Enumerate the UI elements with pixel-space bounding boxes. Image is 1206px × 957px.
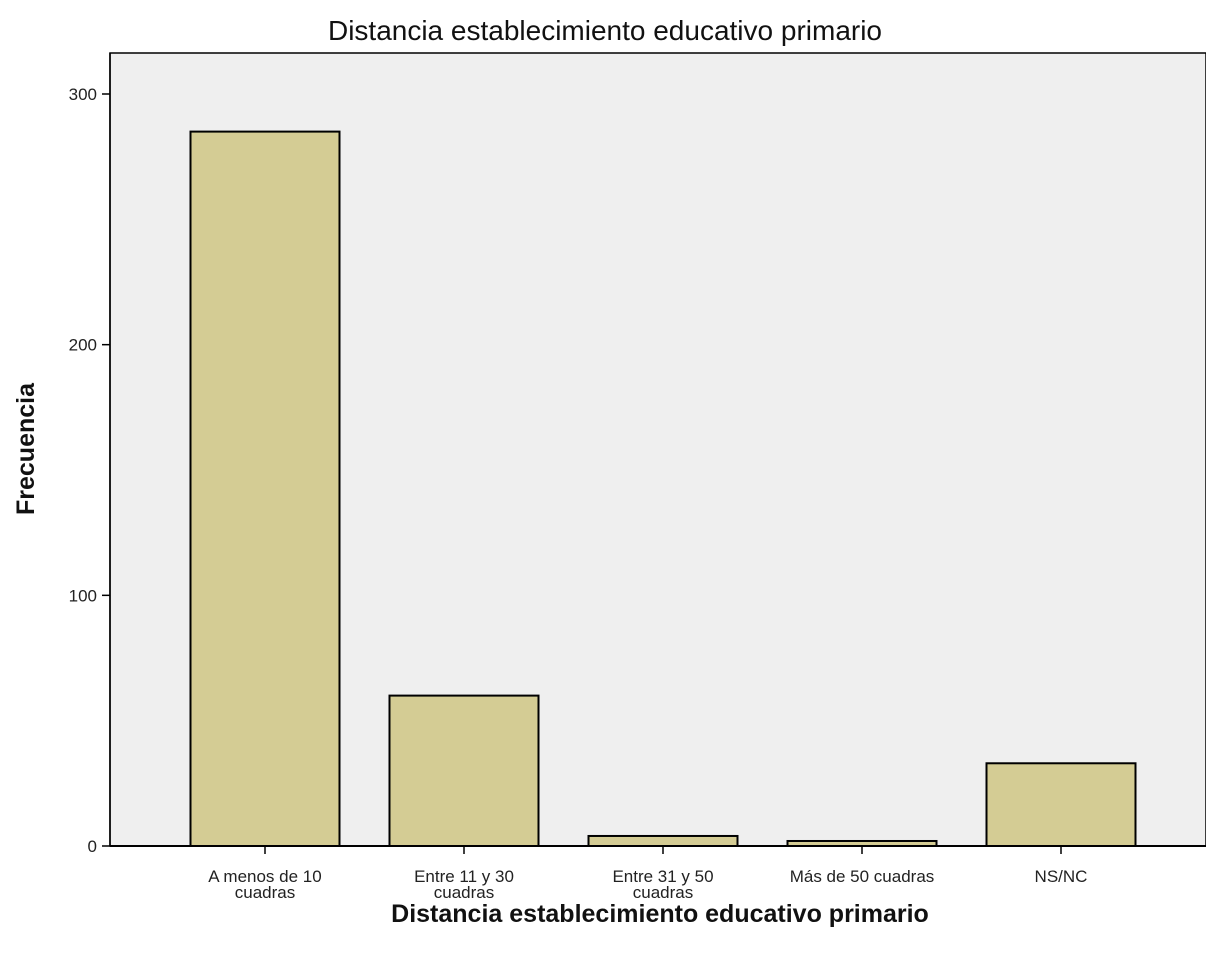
bar-0 (189, 130, 341, 848)
y-tick-label: 0 (88, 837, 97, 856)
x-tick-label: Más de 50 cuadras (790, 867, 935, 886)
x-tick-label: A menos de 10 cuadras (208, 867, 321, 902)
chart-title: Distancia establecimiento educativo prim… (328, 15, 882, 46)
bar-1 (388, 694, 540, 847)
bar-4 (985, 762, 1137, 848)
y-tick-label: 200 (69, 336, 97, 355)
y-axis: 0 100 200 300 (69, 53, 111, 856)
x-tick-label: Entre 31 y 50 cuadras (612, 867, 713, 902)
y-tick-label: 100 (69, 586, 97, 605)
bar-2 (587, 834, 739, 847)
x-tick-label: Entre 11 y 30 cuadras (414, 867, 514, 902)
x-tick-label: NS/NC (1035, 867, 1088, 886)
y-axis-label: Frecuencia (12, 382, 40, 515)
x-axis-label: Distancia establecimiento educativo prim… (391, 900, 929, 928)
y-tick-label: 300 (69, 85, 97, 104)
x-axis: A menos de 10 cuadras Entre 11 y 30 cuadras… (110, 845, 1206, 902)
